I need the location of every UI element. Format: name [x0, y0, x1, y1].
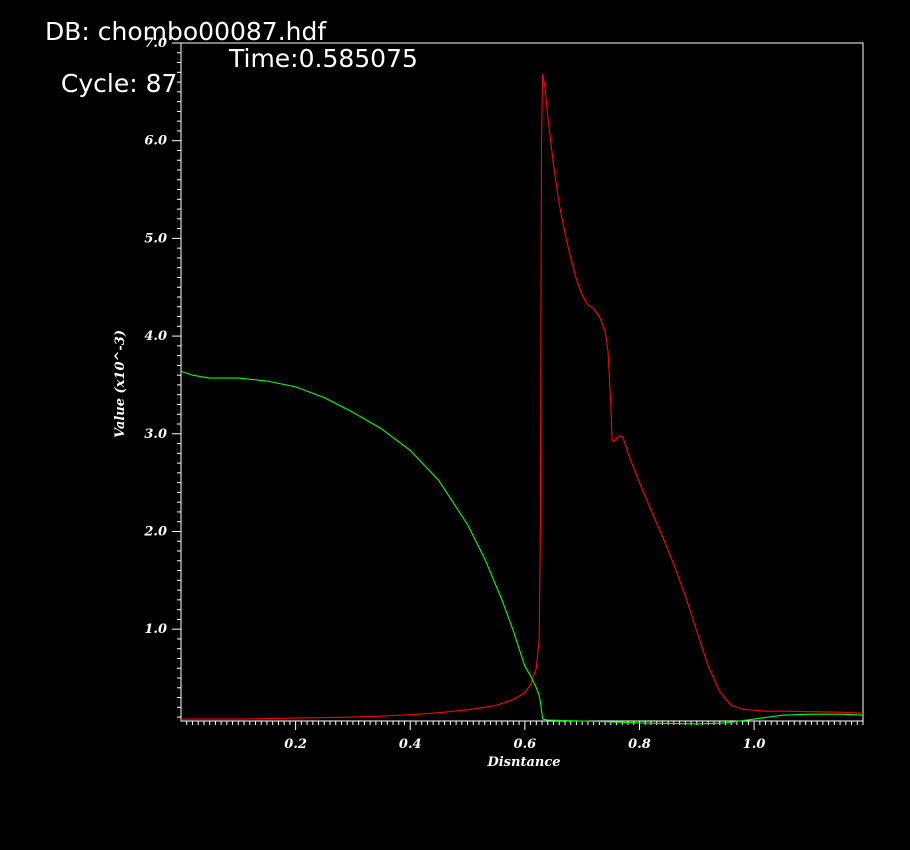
x-axis-title: Disntance: [486, 755, 560, 770]
y-tick-label: 5.0: [144, 231, 167, 246]
y-axis-title: Value (x10^-3): [113, 330, 128, 438]
plot-frame: [180, 42, 864, 722]
cycle-time-row: Cycle: 87 Time:0.585075: [45, 46, 418, 121]
y-tick-label: 2.0: [143, 524, 167, 539]
red-series-line: [181, 73, 864, 720]
y-tick-label: 6.0: [144, 134, 167, 149]
y-tick-label: 1.0: [144, 622, 167, 637]
y-tick-label: 3.0: [144, 427, 167, 442]
plot-series: [180, 73, 864, 725]
x-tick-label: 0.4: [399, 737, 422, 752]
database-label: DB: chombo00087.hdf: [45, 17, 327, 46]
x-tick-label: 0.6: [514, 737, 537, 752]
plot-axes: [172, 42, 864, 730]
x-tick-label: 1.0: [743, 737, 766, 752]
y-tick-label: 7.0: [144, 36, 167, 51]
y-tick-label: 4.0: [144, 329, 167, 344]
x-tick-label: 0.8: [628, 737, 651, 752]
x-tick-label: 0.2: [284, 737, 307, 752]
plot-labels: Disntance Value (x10^-3) 1.0 2.0 3.0 4.0 5.0…: [113, 36, 765, 770]
green-series-line: [180, 370, 864, 725]
time-label: Time:0.585075: [229, 44, 418, 73]
cycle-label: Cycle: 87: [60, 69, 178, 98]
